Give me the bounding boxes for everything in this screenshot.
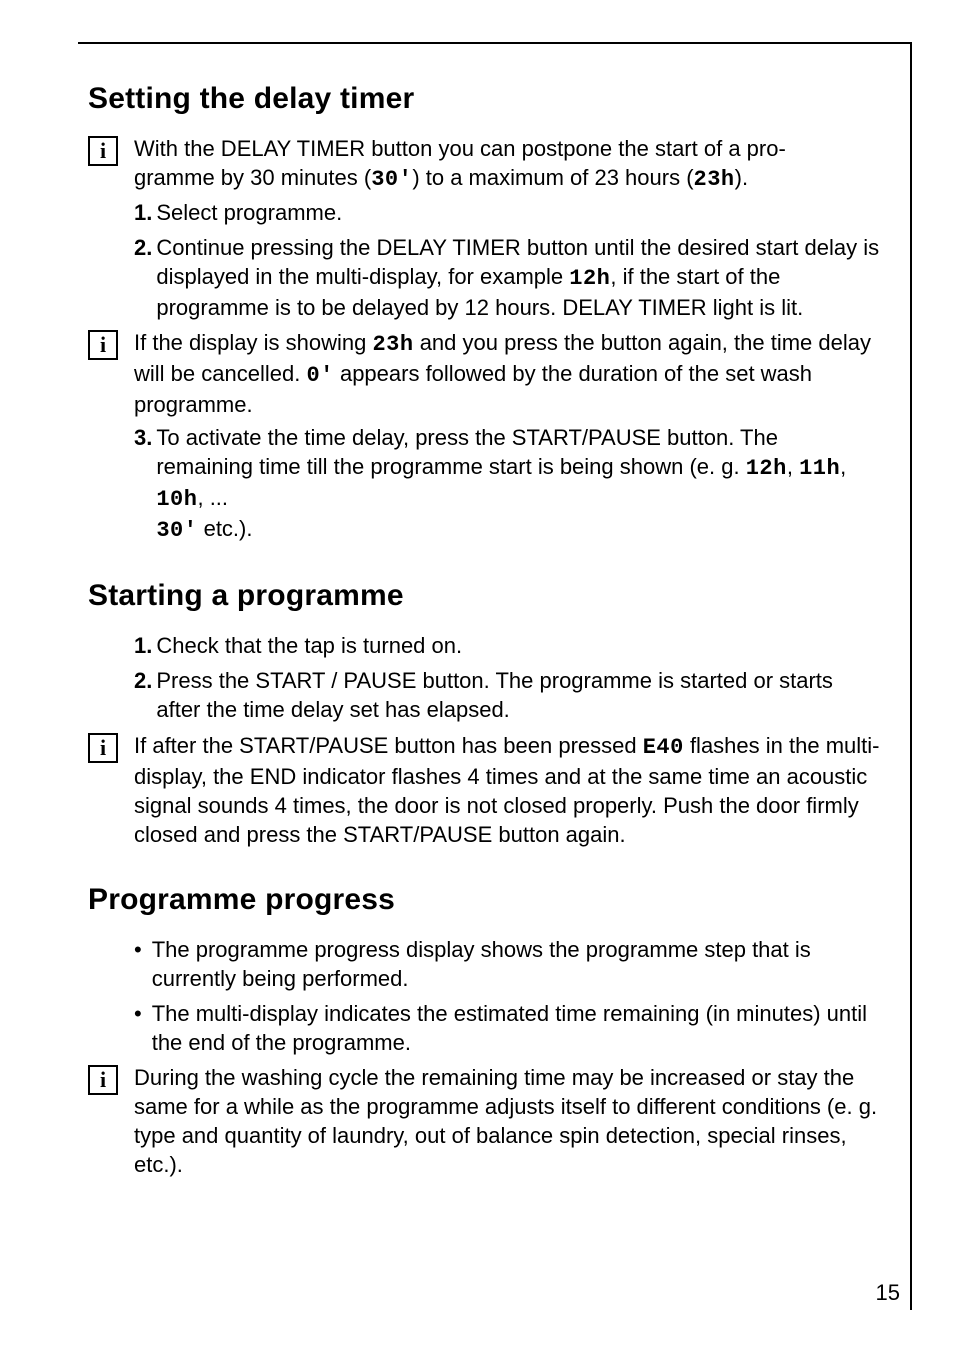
display-code: 12h [569,266,610,291]
paragraph: During the washing cycle the remaining t… [134,1063,880,1179]
info-block-e40: i If after the START/PAUSE button has be… [88,731,880,849]
info-icon: i [88,136,118,166]
text: With the DELAY TIMER button you can post… [134,136,786,161]
heading-starting-programme: Starting a programme [88,579,880,613]
list-item: 2. Press the START / PAUSE button. The p… [134,666,880,724]
display-code: 30' [156,518,197,543]
list-number: 2. [134,666,152,724]
list-number: 3. [134,423,152,545]
block-progress-bullets: • The programme progress display shows t… [88,935,880,1057]
display-code: 10h [156,487,197,512]
page-content: Setting the delay timer i With the DELAY… [78,82,880,1179]
info-icon: i [88,330,118,360]
display-code: 23h [372,332,413,357]
text: If the display is showing [134,330,372,355]
display-code: 23h [694,167,735,192]
info-block-progress-note: i During the washing cycle the remaining… [88,1063,880,1179]
info-block-delay-intro: i With the DELAY TIMER button you can po… [88,134,880,322]
text: gramme by 30 minutes ( [134,165,371,190]
heading-delay-timer: Setting the delay timer [88,82,880,116]
display-code: 11h [799,456,840,481]
text: , ... [197,485,228,510]
list-number: 1. [134,631,152,660]
bullet-text: The programme progress display shows the… [152,935,880,993]
heading-programme-progress: Programme progress [88,883,880,917]
bullet-mark: • [134,935,142,993]
text: , [787,454,799,479]
bullet-item: • The multi-display indicates the estima… [134,999,880,1057]
text: ). [735,165,748,190]
list-item: 1. Select programme. [134,198,880,227]
text: ) to a maximum of 23 hours ( [412,165,693,190]
list-text: Continue pressing the DELAY TIMER button… [156,233,880,322]
text: etc.). [197,516,252,541]
info-block-delay-cancel: i If the display is showing 23h and you … [88,328,880,545]
list-number: 2. [134,233,152,322]
info-icon: i [88,733,118,763]
text: To activate the time delay, press the ST… [156,425,778,479]
paragraph: With the DELAY TIMER button you can post… [134,134,880,194]
bullet-item: • The programme progress display shows t… [134,935,880,993]
list-item: 2. Continue pressing the DELAY TIMER but… [134,233,880,322]
display-code: E40 [643,735,684,760]
display-code: 30' [371,167,412,192]
text: If after the START/PAUSE button has been… [134,733,643,758]
bullet-text: The multi-display indicates the estimate… [152,999,880,1057]
list-text: Check that the tap is turned on. [156,631,880,660]
list-text: Select programme. [156,198,880,227]
text: , [840,454,846,479]
display-code: 12h [746,456,787,481]
page-frame: Setting the delay timer i With the DELAY… [78,42,912,1310]
block-start-steps: 1. Check that the tap is turned on. 2. P… [88,631,880,724]
display-code: 0' [306,363,333,388]
list-item: 3. To activate the time delay, press the… [134,423,880,545]
list-text: Press the START / PAUSE button. The prog… [156,666,880,724]
paragraph: If the display is showing 23h and you pr… [134,328,880,419]
bullet-mark: • [134,999,142,1057]
list-item: 1. Check that the tap is turned on. [134,631,880,660]
info-icon: i [88,1065,118,1095]
list-text: To activate the time delay, press the ST… [156,423,880,545]
list-number: 1. [134,198,152,227]
page-number: 15 [876,1280,900,1306]
paragraph: If after the START/PAUSE button has been… [134,731,880,849]
